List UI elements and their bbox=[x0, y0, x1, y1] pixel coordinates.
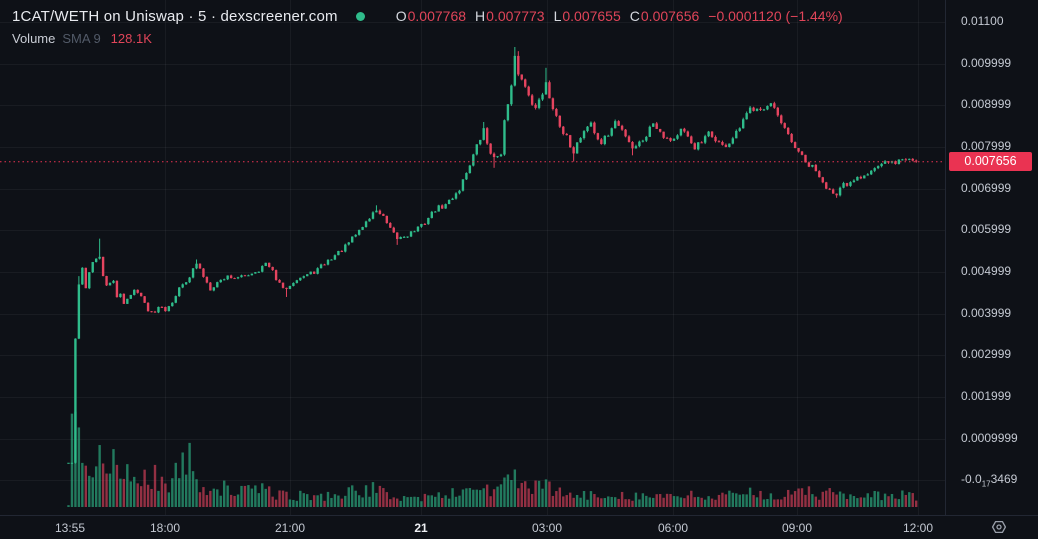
price-axis-label: 0.009999 bbox=[961, 55, 1012, 70]
price-axis-label: 0.005999 bbox=[961, 222, 1012, 237]
price-axis-label: -0.0173469 bbox=[961, 472, 1018, 489]
time-axis-label: 21 bbox=[414, 521, 428, 535]
time-axis-label: 03:00 bbox=[531, 521, 563, 535]
price-axis-label: 0.002999 bbox=[961, 347, 1012, 362]
price-axis-label: 0.0009999 bbox=[961, 430, 1018, 445]
time-axis-label: 12:00 bbox=[902, 521, 934, 535]
axis-settings-gear-icon[interactable] bbox=[990, 518, 1008, 536]
price-axis-label: 0.007999 bbox=[961, 139, 1012, 153]
price-axis-label: 0.001999 bbox=[961, 388, 1012, 403]
current-price-badge: 0.007656 bbox=[949, 151, 1032, 171]
price-axis-label: 0.006999 bbox=[961, 180, 1012, 195]
time-axis-label: 06:00 bbox=[657, 521, 689, 535]
price-axis[interactable]: 0.007656 0.01100 0.009999 0.008999 0.007999… bbox=[945, 0, 1038, 515]
symbol-title[interactable]: 1CAT/WETH on Uniswap · 5 · dexscreener.c… bbox=[12, 7, 338, 25]
time-axis-label: 18:00 bbox=[149, 521, 181, 535]
candlestick-chart[interactable] bbox=[0, 0, 945, 515]
price-axis-label: 0.008999 bbox=[961, 97, 1012, 112]
price-axis-label: 0.003999 bbox=[961, 305, 1012, 320]
time-axis-label: 13:55 bbox=[54, 521, 86, 535]
price-axis-label: 0.004999 bbox=[961, 264, 1012, 278]
price-axis-label: 0.01100 bbox=[961, 14, 1004, 28]
time-axis-label: 09:00 bbox=[781, 521, 813, 535]
time-axis[interactable]: 13:55 18:00 21:00 21 03:00 06:00 09:00 12:00 bbox=[0, 515, 1038, 539]
time-axis-label: 21:00 bbox=[274, 521, 306, 535]
